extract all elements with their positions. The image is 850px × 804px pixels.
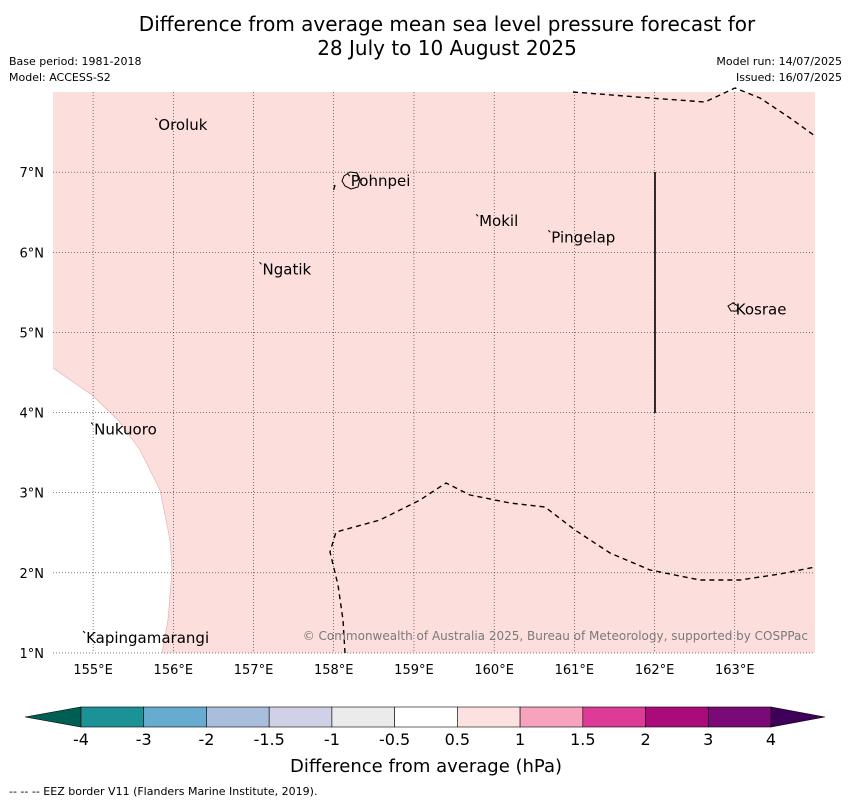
- anomaly-fill-region: [53, 92, 815, 653]
- place-marker: [732, 302, 736, 305]
- issued-date: Issued: 16/07/2025: [735, 71, 842, 84]
- colorbar-bin: [645, 706, 709, 728]
- colorbar-tick-label: 4: [766, 730, 776, 749]
- latitude-tick-label: 5°N: [20, 326, 45, 341]
- longitude-tick-label: 158°E: [314, 663, 354, 678]
- longitude-tick-label: 155°E: [73, 663, 113, 678]
- model-name: Model: ACCESS-S2: [9, 71, 111, 84]
- eez-legend-note: -- -- -- EEZ border V11 (Flanders Marine…: [9, 785, 318, 798]
- place-marker: [547, 229, 551, 233]
- colorbar-bin: [143, 706, 207, 728]
- place-marker: [347, 173, 351, 177]
- colorbar-tick-label: 3: [703, 730, 713, 749]
- metadata-left: Base period: 1981-2018 Model: ACCESS-S2: [9, 54, 141, 86]
- model-run: Model run: 14/07/2025: [716, 55, 842, 68]
- place-marker: [154, 117, 158, 121]
- latitude-tick-label: 7°N: [20, 166, 45, 181]
- place-label: Ngatik: [263, 260, 312, 278]
- colorbar-label: Difference from average (hPa): [290, 756, 562, 777]
- latitude-tick-label: 1°N: [20, 647, 45, 662]
- place-label: Nukuoro: [94, 421, 157, 439]
- place-marker: [259, 261, 262, 265]
- eez-border-segment: [332, 184, 336, 193]
- colorbar-tick-label: -0.5: [379, 730, 410, 749]
- longitude-tick-label: 161°E: [555, 663, 595, 678]
- latitude-tick-label: 4°N: [20, 407, 45, 422]
- colorbar-tick-label: -4: [73, 730, 89, 749]
- colorbar-tick-label: 1.5: [570, 730, 595, 749]
- axis-labels: 155°E 156°E 157°E 158°E 159°E 160°E 161°E 162°E…: [20, 166, 755, 678]
- place-label: Pingelap: [551, 228, 615, 246]
- colorbar-bin: [457, 706, 521, 728]
- chart-title: Difference from average mean sea level p…: [0, 12, 850, 60]
- colorbar-bin: [582, 706, 646, 728]
- colorbar-bin: [519, 706, 584, 728]
- colorbar-bin: [80, 706, 145, 728]
- colorbar-tick-label: 0.5: [445, 730, 470, 749]
- colorbar-tick-label: -3: [136, 730, 152, 749]
- longitude-tick-label: 163°E: [715, 663, 755, 678]
- colorbar-bin: [394, 706, 458, 728]
- colorbar-bin: [206, 706, 270, 728]
- place-label: Kosrae: [736, 300, 787, 318]
- longitude-tick-label: 157°E: [234, 663, 274, 678]
- colorbar: -4 -3 -2 -1.5 -1 -0.5 0.5 1 1.5 2 3 4: [24, 706, 826, 749]
- place-label: Pohnpei: [351, 172, 411, 190]
- longitude-tick-label: 162°E: [635, 663, 675, 678]
- colorbar-extend-low: [24, 706, 82, 728]
- kosrae-island-shape: [727, 302, 739, 312]
- eez-border-north: [572, 87, 816, 137]
- graticule: [53, 92, 815, 654]
- place-label: Kapingamarangi: [86, 629, 209, 647]
- latitude-tick-label: 2°N: [20, 567, 45, 582]
- colorbar-tick-label: -2: [198, 730, 214, 749]
- base-period: Base period: 1981-2018: [9, 55, 142, 68]
- latitude-tick-label: 6°N: [20, 246, 45, 261]
- colorbar-bin: [707, 706, 772, 728]
- colorbar-bin: [268, 706, 333, 728]
- longitude-tick-label: 159°E: [394, 663, 434, 678]
- colorbar-bin: [331, 706, 395, 728]
- anomaly-boundary: [52, 367, 173, 654]
- place-label: Oroluk: [158, 116, 207, 134]
- metadata-right: Model run: 14/07/2025 Issued: 16/07/2025: [716, 54, 842, 86]
- longitude-tick-label: 160°E: [474, 663, 514, 678]
- colorbar-tick-label: -1: [324, 730, 340, 749]
- pohnpei-island-shape: [341, 171, 361, 190]
- title-line-2: 28 July to 10 August 2025: [317, 36, 577, 60]
- colorbar-tick-label: 2: [640, 730, 650, 749]
- copyright-notice: © Commonwealth of Australia 2025, Bureau…: [303, 629, 808, 643]
- place-marker: [475, 213, 479, 217]
- latitude-tick-label: 3°N: [20, 487, 45, 502]
- place-label: Mokil: [479, 212, 518, 230]
- colorbar-tick-label: 1: [515, 730, 525, 749]
- eez-borders: [329, 87, 816, 654]
- place-marker: [82, 630, 86, 634]
- place-marker: [90, 422, 94, 425]
- colorbar-extend-high: [770, 706, 826, 728]
- title-line-1: Difference from average mean sea level p…: [138, 12, 756, 36]
- place-labels: Oroluk Pohnpei Mokil Pingelap Ngatik Kosrae Nu…: [82, 116, 787, 647]
- eez-border-south: [329, 482, 816, 654]
- colorbar-tick-label: -1.5: [254, 730, 285, 749]
- longitude-tick-label: 156°E: [154, 663, 194, 678]
